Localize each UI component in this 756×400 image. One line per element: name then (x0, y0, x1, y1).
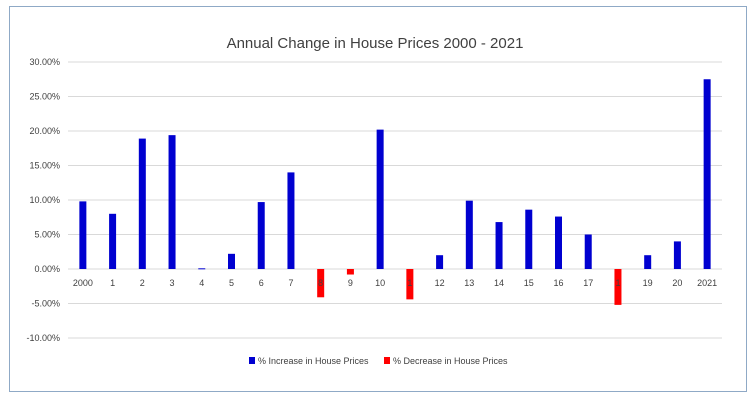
x-tick-label: 1 (615, 278, 620, 288)
bar-increase (198, 268, 206, 270)
bar-increase (495, 222, 503, 269)
bar-increase (287, 172, 295, 269)
bar-decrease (346, 269, 354, 275)
x-axis-ticks: 2000 1 2 3 4 5 6 7 8 9 10 1 12 13 14 15 16 17 1 19 20 2021 (73, 278, 717, 288)
x-tick-label: 19 (643, 278, 653, 288)
bar-increase (644, 255, 652, 269)
x-tick-label: 5 (229, 278, 234, 288)
y-tick-label: 20.00% (29, 126, 60, 136)
x-tick-label: 17 (583, 278, 593, 288)
x-tick-label: 2000 (73, 278, 93, 288)
y-tick-label: 25.00% (29, 92, 60, 102)
x-tick-label: 12 (435, 278, 445, 288)
x-tick-label: 9 (348, 278, 353, 288)
y-tick-label: 10.00% (29, 195, 60, 205)
x-tick-label: 20 (672, 278, 682, 288)
x-tick-label: 16 (553, 278, 563, 288)
x-tick-label: 15 (524, 278, 534, 288)
x-tick-label: 7 (288, 278, 293, 288)
bars (79, 79, 711, 305)
bar-increase (257, 202, 265, 269)
legend-swatch-decrease (384, 357, 390, 364)
gridlines (68, 61, 722, 339)
x-tick-label: 2 (140, 278, 145, 288)
x-tick-label: 3 (170, 278, 175, 288)
x-tick-label: 10 (375, 278, 385, 288)
legend: % Increase in House Prices % Decrease in… (249, 356, 508, 366)
x-tick-label: 6 (259, 278, 264, 288)
bar-increase (584, 234, 592, 269)
x-tick-label: 13 (464, 278, 474, 288)
legend-swatch-increase (249, 357, 255, 364)
bar-decrease (614, 269, 622, 305)
bar-decrease (317, 269, 325, 298)
bar-increase (465, 200, 473, 269)
y-tick-label: 0.00% (34, 264, 60, 274)
x-tick-label: 2021 (697, 278, 717, 288)
legend-label-decrease: % Decrease in House Prices (393, 356, 508, 366)
bar-decrease (406, 269, 414, 300)
bar-increase (79, 201, 87, 269)
bar-increase (703, 79, 711, 269)
bar-increase (555, 216, 562, 269)
chart-title: Annual Change in House Prices 2000 - 202… (227, 35, 524, 52)
bar-increase (525, 209, 533, 269)
bar-increase (436, 255, 444, 269)
y-tick-label: -10.00% (26, 333, 60, 343)
y-tick-label: 5.00% (34, 230, 60, 240)
x-tick-label: 1 (407, 278, 412, 288)
y-axis-ticks: 30.00% 25.00% 20.00% 15.00% 10.00% 5.00% 0.00%… (26, 57, 60, 343)
y-tick-label: -5.00% (31, 299, 60, 309)
bar-increase (168, 135, 176, 269)
bar-increase (673, 241, 681, 269)
y-tick-label: 15.00% (29, 161, 60, 171)
bar-increase (376, 129, 384, 269)
x-tick-label: 4 (199, 278, 204, 288)
bar-increase (138, 138, 146, 269)
bar-increase (109, 213, 117, 269)
legend-label-increase: % Increase in House Prices (258, 356, 369, 366)
x-tick-label: 8 (318, 278, 323, 288)
x-tick-label: 14 (494, 278, 504, 288)
y-tick-label: 30.00% (29, 57, 60, 67)
bar-increase (228, 253, 235, 269)
x-tick-label: 1 (110, 278, 115, 288)
